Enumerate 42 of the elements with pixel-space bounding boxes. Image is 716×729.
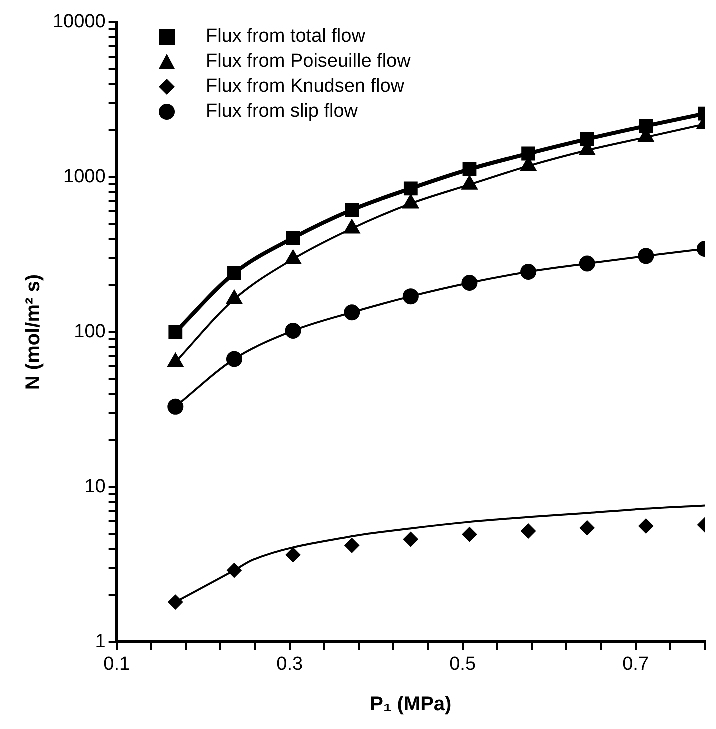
y-tick-label: 1: [95, 631, 106, 652]
point: [344, 538, 360, 554]
point: [168, 398, 184, 415]
point: [638, 248, 654, 264]
x-tick-label: 0.1: [104, 654, 130, 675]
x-tick-label: 0.7: [622, 654, 650, 675]
point: [345, 203, 360, 218]
legend-label: Flux from slip flow: [206, 101, 358, 123]
legend-label: Flux from Poiseuille flow: [206, 51, 411, 73]
legend-label: Flux from Knudsen flow: [206, 76, 405, 98]
x-tick-label: 0.5: [450, 654, 476, 675]
point: [462, 275, 478, 292]
point: [522, 146, 536, 161]
point: [580, 520, 595, 536]
point: [226, 351, 242, 368]
point: [228, 266, 242, 280]
point: [403, 532, 418, 548]
y-tick-label: 10: [84, 476, 106, 498]
point: [402, 288, 419, 305]
point: [286, 231, 300, 246]
point: [638, 518, 654, 534]
y-tick-label: 10000: [52, 12, 106, 33]
point: [344, 304, 360, 321]
y-axis-title: N (mol/m² s): [22, 274, 45, 390]
y-tick-label: 100: [74, 322, 106, 343]
x-axis-title: P₁ (MPa): [370, 694, 452, 716]
point: [580, 132, 594, 146]
legend-label: Flux from total flow: [206, 26, 366, 48]
point: [286, 548, 301, 563]
point: [404, 182, 418, 196]
x-tick-label: 0.3: [276, 654, 304, 675]
point: [168, 325, 183, 340]
point: [639, 119, 654, 134]
point: [521, 524, 536, 539]
y-tick-label: 1000: [64, 166, 106, 188]
point: [462, 162, 477, 176]
point: [462, 527, 478, 542]
point: [285, 322, 302, 339]
point: [579, 256, 596, 272]
point: [520, 264, 537, 280]
point: [226, 563, 242, 578]
point: [168, 594, 184, 610]
